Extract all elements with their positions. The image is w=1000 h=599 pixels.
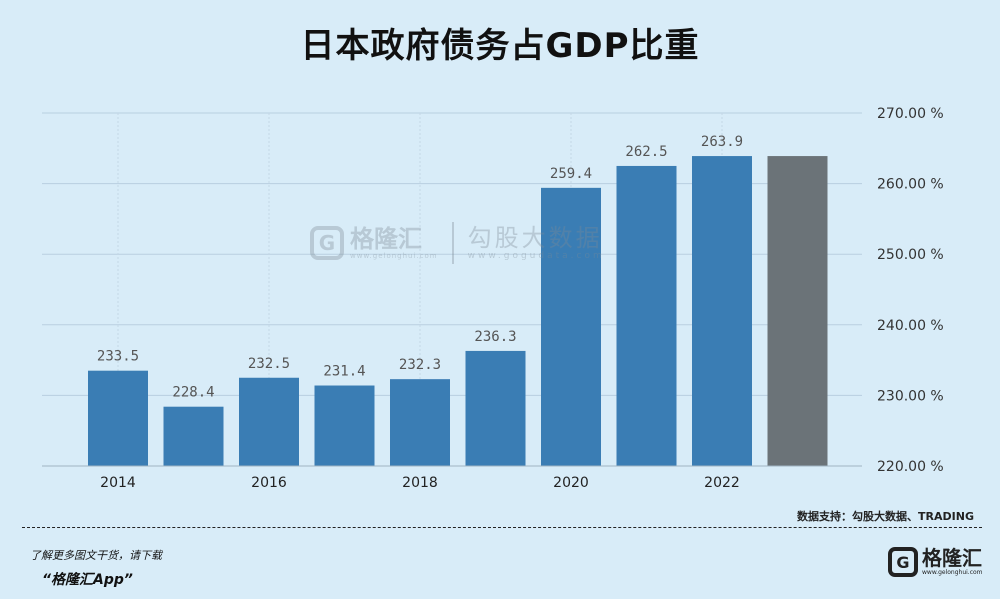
bar <box>465 350 526 466</box>
footer-divider <box>22 527 982 528</box>
data-label: 228.4 <box>172 385 214 401</box>
y-tick-label: 250.00 % <box>877 247 944 263</box>
data-label: 259.4 <box>550 166 592 182</box>
bar <box>390 379 450 466</box>
watermark-separator <box>451 222 454 264</box>
footer-text: 了解更多图文干货，请下载 <box>30 549 162 562</box>
footer-logo-url: www.gelonghui.com <box>922 569 983 576</box>
bar <box>88 370 148 466</box>
bar <box>541 187 601 466</box>
watermark: G 格隆汇 www.gelonghui.com 勾股大数据 www.goguda… <box>310 222 605 264</box>
watermark-brand-url: www.gelonghui.com <box>350 251 438 260</box>
bar <box>767 156 828 467</box>
y-tick-label: 260.00 % <box>877 177 944 193</box>
x-tick-label: 2016 <box>251 475 287 491</box>
y-tick-label: 230.00 % <box>877 388 944 404</box>
watermark-data-url: www.gogudata.com <box>467 251 605 261</box>
watermark-data-brand: 勾股大数据 <box>467 224 603 252</box>
bar <box>314 385 375 466</box>
data-source: 数据支持：勾股大数据、TRADING <box>797 510 974 523</box>
x-tick-label: 2022 <box>704 475 740 491</box>
bar-chart: 233.5 228.4 232.5 231.4 232.3 236.3 259.4 262.5… <box>42 106 944 491</box>
chart-title: 日本政府债务占GDP比重 <box>300 26 700 66</box>
data-label: 236.3 <box>474 329 516 345</box>
y-tick-label: 270.00 % <box>877 106 944 122</box>
x-tick-label: 2018 <box>402 475 438 491</box>
y-tick-label: 240.00 % <box>877 318 944 334</box>
footer-logo: G 格隆汇 www.gelonghui.com <box>888 547 983 577</box>
footer-logo-text: 格隆汇 <box>922 546 982 570</box>
data-label: 262.5 <box>625 144 667 160</box>
data-label: 263.9 <box>701 134 743 150</box>
bar <box>692 156 752 467</box>
y-tick-label: 220.00 % <box>877 459 944 475</box>
data-label: 231.4 <box>323 364 365 380</box>
data-label: 232.5 <box>248 356 290 372</box>
data-label: 233.5 <box>97 349 139 365</box>
gelonghui-logo-icon: G <box>310 226 344 260</box>
bar <box>616 165 677 466</box>
gelonghui-logo-icon: G <box>888 547 918 577</box>
footer-app-name: “格隆汇App” <box>42 572 133 588</box>
x-tick-label: 2014 <box>100 475 136 491</box>
x-tick-label: 2020 <box>553 475 589 491</box>
bar <box>163 406 224 466</box>
watermark-brand: 格隆汇 <box>350 224 422 253</box>
bar <box>239 377 299 466</box>
data-label: 232.3 <box>399 357 441 373</box>
